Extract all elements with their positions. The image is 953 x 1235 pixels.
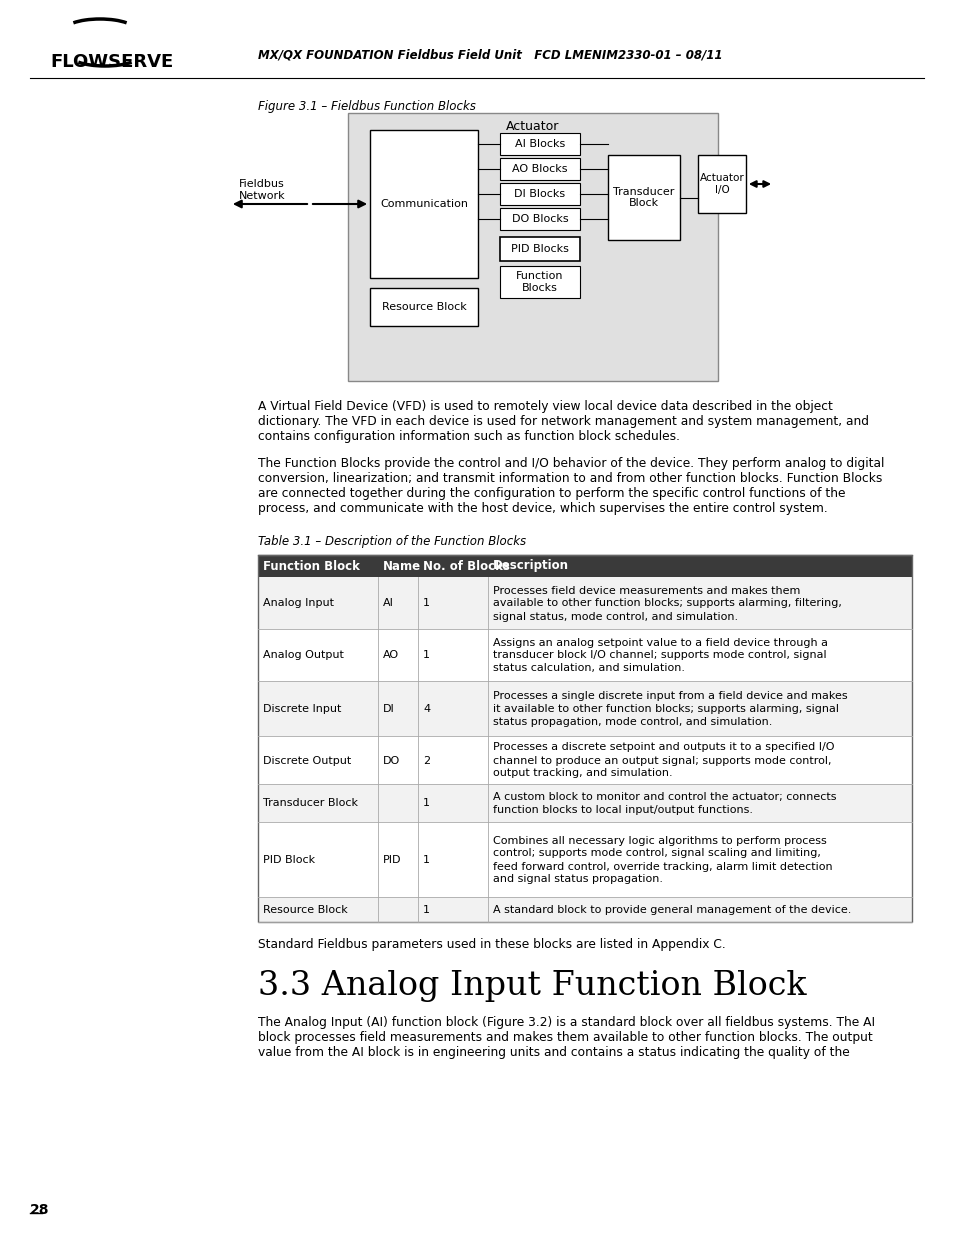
Text: PID Block: PID Block (263, 855, 314, 864)
Text: Analog Output: Analog Output (263, 651, 343, 661)
Text: DO: DO (382, 756, 400, 766)
Text: Fieldbus
Network: Fieldbus Network (238, 179, 285, 201)
Text: control; supports mode control, signal scaling and limiting,: control; supports mode control, signal s… (493, 848, 820, 858)
Text: Combines all necessary logic algorithms to perform process: Combines all necessary logic algorithms … (493, 836, 826, 846)
Text: Communication: Communication (379, 199, 468, 209)
Text: status propagation, mode control, and simulation.: status propagation, mode control, and si… (493, 718, 772, 727)
Text: DI Blocks: DI Blocks (514, 189, 565, 199)
Bar (257, 823, 911, 897)
Bar (499, 207, 579, 230)
Text: value from the AI block is in engineering units and contains a status indicating: value from the AI block is in engineerin… (257, 1046, 849, 1058)
Text: A standard block to provide general management of the device.: A standard block to provide general mana… (493, 905, 850, 915)
Text: 2: 2 (422, 756, 430, 766)
Text: FLOWSERVE: FLOWSERVE (50, 53, 173, 70)
Text: Actuator
I/O: Actuator I/O (699, 173, 743, 195)
Text: Analog Input: Analog Input (263, 599, 334, 609)
Bar (370, 288, 477, 326)
Text: process, and communicate with the host device, which supervises the entire contr: process, and communicate with the host d… (257, 501, 827, 515)
Text: AI: AI (382, 599, 394, 609)
Text: output tracking, and simulation.: output tracking, and simulation. (493, 768, 672, 778)
Bar (257, 555, 911, 577)
Text: MX/QX FOUNDATION Fieldbus Field Unit   FCD LMENIM2330-01 – 08/11: MX/QX FOUNDATION Fieldbus Field Unit FCD… (257, 48, 721, 62)
Text: Resource Block: Resource Block (263, 905, 348, 915)
Text: A custom block to monitor and control the actuator; connects: A custom block to monitor and control th… (493, 792, 836, 802)
Text: Table 3.1 – Description of the Function Blocks: Table 3.1 – Description of the Function … (257, 535, 525, 548)
Text: Processes a single discrete input from a field device and makes: Processes a single discrete input from a… (493, 692, 846, 701)
Text: Name: Name (382, 559, 420, 573)
Bar (499, 237, 579, 261)
Text: dictionary. The VFD in each device is used for network management and system man: dictionary. The VFD in each device is us… (257, 415, 868, 429)
Text: feed forward control, override tracking, alarm limit detection: feed forward control, override tracking,… (493, 862, 832, 872)
Text: it available to other function blocks; supports alarming, signal: it available to other function blocks; s… (493, 704, 838, 714)
Bar (370, 130, 477, 278)
Bar (257, 680, 911, 736)
Text: transducer block I/O channel; supports mode control, signal: transducer block I/O channel; supports m… (493, 651, 825, 661)
Text: signal status, mode control, and simulation.: signal status, mode control, and simulat… (493, 611, 738, 621)
Text: 1: 1 (422, 855, 430, 864)
Text: are connected together during the configuration to perform the specific control : are connected together during the config… (257, 487, 844, 500)
Text: Assigns an analog setpoint value to a field device through a: Assigns an analog setpoint value to a fi… (493, 637, 827, 647)
Text: Discrete Output: Discrete Output (263, 756, 351, 766)
Bar (257, 629, 911, 680)
Bar (257, 555, 911, 923)
Bar (607, 156, 679, 240)
Text: 1: 1 (422, 599, 430, 609)
Text: 1: 1 (422, 799, 430, 809)
Text: The Function Blocks provide the control and I/O behavior of the device. They per: The Function Blocks provide the control … (257, 457, 883, 471)
Bar (499, 266, 579, 298)
Bar (257, 736, 911, 784)
Text: Function Block: Function Block (263, 559, 359, 573)
Text: 3.3 Analog Input Function Block: 3.3 Analog Input Function Block (257, 969, 805, 1002)
Text: PID: PID (382, 855, 401, 864)
Text: channel to produce an output signal; supports mode control,: channel to produce an output signal; sup… (493, 756, 831, 766)
Bar (257, 897, 911, 923)
Text: DO Blocks: DO Blocks (511, 214, 568, 224)
Text: The Analog Input (AI) function block (Figure 3.2) is a standard block over all f: The Analog Input (AI) function block (Fi… (257, 1016, 874, 1029)
Text: AO: AO (382, 651, 398, 661)
Text: PID Blocks: PID Blocks (511, 245, 568, 254)
Text: Transducer Block: Transducer Block (263, 799, 357, 809)
Text: AO Blocks: AO Blocks (512, 164, 567, 174)
Bar (257, 577, 911, 629)
Text: contains configuration information such as function block schedules.: contains configuration information such … (257, 430, 679, 443)
Text: A Virtual Field Device (VFD) is used to remotely view local device data describe: A Virtual Field Device (VFD) is used to … (257, 400, 832, 412)
Text: 1: 1 (422, 651, 430, 661)
Text: Transducer
Block: Transducer Block (613, 186, 674, 209)
Text: Actuator: Actuator (506, 121, 559, 133)
Bar (499, 133, 579, 156)
Text: 4: 4 (422, 704, 430, 714)
Text: available to other function blocks; supports alarming, filtering,: available to other function blocks; supp… (493, 599, 841, 609)
Text: Function
Blocks: Function Blocks (516, 272, 563, 293)
Text: AI Blocks: AI Blocks (515, 140, 564, 149)
Text: status calculation, and simulation.: status calculation, and simulation. (493, 663, 684, 673)
Text: Standard Fieldbus parameters used in these blocks are listed in Appendix C.: Standard Fieldbus parameters used in the… (257, 939, 725, 951)
Text: block processes field measurements and makes them available to other function bl: block processes field measurements and m… (257, 1031, 872, 1044)
Text: Processes field device measurements and makes them: Processes field device measurements and … (493, 585, 800, 595)
Text: Discrete Input: Discrete Input (263, 704, 341, 714)
Text: and signal status propagation.: and signal status propagation. (493, 874, 662, 884)
Text: function blocks to local input/output functions.: function blocks to local input/output fu… (493, 805, 752, 815)
Bar (499, 158, 579, 180)
Bar (698, 156, 745, 212)
Text: Processes a discrete setpoint and outputs it to a specified I/O: Processes a discrete setpoint and output… (493, 742, 834, 752)
Text: 28: 28 (30, 1203, 50, 1216)
Text: Description: Description (493, 559, 568, 573)
Text: 1: 1 (422, 905, 430, 915)
Bar (257, 784, 911, 823)
Text: Resource Block: Resource Block (381, 303, 466, 312)
Bar (348, 112, 718, 382)
Bar (499, 183, 579, 205)
Text: Figure 3.1 – Fieldbus Function Blocks: Figure 3.1 – Fieldbus Function Blocks (257, 100, 476, 112)
Text: DI: DI (382, 704, 395, 714)
Text: No. of Blocks: No. of Blocks (422, 559, 509, 573)
Text: conversion, linearization; and transmit information to and from other function b: conversion, linearization; and transmit … (257, 472, 882, 485)
